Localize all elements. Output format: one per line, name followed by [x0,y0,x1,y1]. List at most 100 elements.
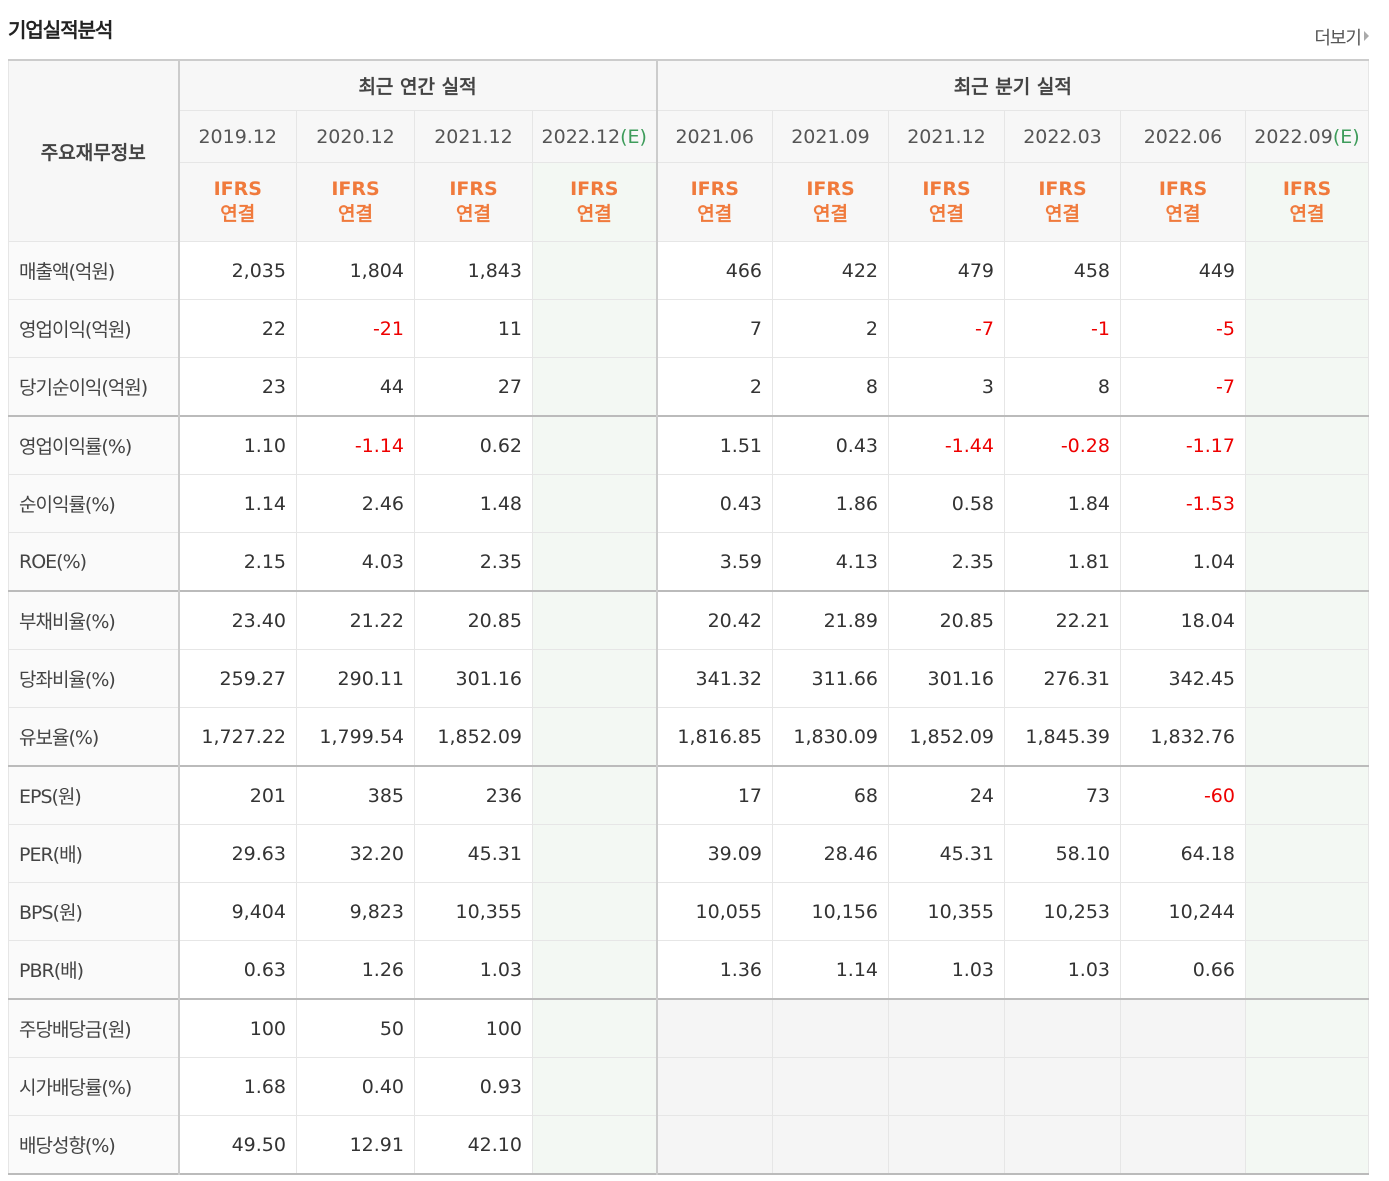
value-cell: 2 [655,357,773,417]
period-date: 2020.12 [316,125,395,148]
value-cell: 1,816.85 [655,707,773,767]
value-cell: 1,843 [414,241,533,300]
basis-text: IFRS [922,178,971,200]
row-label: ROE(%) [8,532,179,592]
row-label: 주당배당금(원) [8,998,179,1058]
row-label: 당기순이익(억원) [8,357,179,417]
value-cell [1004,998,1121,1058]
value-cell: 32.20 [296,824,415,883]
value-cell [532,998,657,1058]
value-cell: 10,253 [1004,882,1121,941]
value-cell: 2,035 [177,241,297,300]
row-label: BPS(원) [8,882,179,941]
value-cell [1245,590,1369,650]
value-cell: 2.35 [888,532,1005,592]
more-arrow[interactable] [1364,31,1369,41]
value-cell: 290.11 [296,649,415,708]
value-cell: 45.31 [414,824,533,883]
corner-header: 주요재무정보 [8,59,179,242]
value-cell [888,998,1005,1058]
value-cell: 27 [414,357,533,417]
basis-header: IFRS 연결 [296,162,415,242]
value-cell: 18.04 [1120,590,1246,650]
basis-text: IFRS [213,178,262,200]
value-cell: 39.09 [655,824,773,883]
value-cell: 2.35 [414,532,533,592]
value-cell [532,299,657,358]
value-cell [1245,824,1369,883]
value-cell: 0.43 [655,474,773,533]
value-cell: 22 [177,299,297,358]
value-cell: -7 [1120,357,1246,417]
group-header: 최근 분기 실적 [655,59,1369,111]
basis-text: 연결 [1045,203,1080,225]
data-row: EPS(원) 201 385 236 17 68 24 73 -60 [8,765,1369,825]
value-cell: 58.10 [1004,824,1121,883]
value-cell: 20.85 [888,590,1005,650]
value-cell [1245,707,1369,767]
value-cell: 1.36 [655,940,773,1000]
value-cell [532,532,657,592]
row-label: PER(배) [8,824,179,883]
more-link[interactable]: 더보기 [1314,28,1362,49]
data-row: 매출액(억원) 2,035 1,804 1,843 466 422 479 458 449 [8,241,1369,300]
value-cell: 24 [888,765,1005,825]
value-cell: 17 [655,765,773,825]
value-cell: 10,244 [1120,882,1246,941]
value-cell [532,474,657,533]
value-cell: 4.13 [772,532,889,592]
row-label: 순이익률(%) [8,474,179,533]
period-header: 2021.12 [414,110,533,163]
basis-header: IFRS 연결 [414,162,533,242]
value-cell: 8 [1004,357,1121,417]
value-cell: -1 [1004,299,1121,358]
row-label: 부채비율(%) [8,590,179,650]
basis-text: IFRS [1282,178,1332,200]
value-cell: 9,823 [296,882,415,941]
value-cell [1245,1115,1369,1175]
value-cell: 64.18 [1120,824,1246,883]
data-row: PER(배) 29.63 32.20 45.31 39.09 28.46 45.31 58.1… [8,824,1369,883]
value-cell: 385 [296,765,415,825]
group-header: 최근 연간 실적 [177,59,657,111]
value-cell [1120,998,1246,1058]
value-cell: 1.51 [655,415,773,475]
value-cell: 73 [1004,765,1121,825]
data-row: 유보율(%) 1,727.22 1,799.54 1,852.09 1,816.85 1,… [8,707,1369,767]
value-cell: 10,355 [888,882,1005,941]
basis-header: IFRS 연결 [655,162,773,242]
basis-header: IFRS 연결 [532,162,657,242]
data-row: PBR(배) 0.63 1.26 1.03 1.36 1.14 1.03 1.03 0.66 [8,940,1369,1000]
value-cell: 11 [414,299,533,358]
period-date: 2021.09 [791,125,870,148]
value-cell: 12.91 [296,1115,415,1175]
value-cell: 4.03 [296,532,415,592]
value-cell [532,1115,657,1175]
value-cell: 236 [414,765,533,825]
value-cell: 42.10 [414,1115,533,1175]
data-row: 시가배당률(%) 1.68 0.40 0.93 [8,1057,1369,1116]
value-cell [1245,474,1369,533]
value-cell: 479 [888,241,1005,300]
basis-text: IFRS [1158,178,1208,200]
value-cell: 21.89 [772,590,889,650]
row-label: PBR(배) [8,940,179,1000]
value-cell: 23 [177,357,297,417]
value-cell: 20.85 [414,590,533,650]
value-cell [1245,241,1369,300]
value-cell: 1.26 [296,940,415,1000]
value-cell: 1.10 [177,415,297,475]
data-row: 부채비율(%) 23.40 21.22 20.85 20.42 21.89 20.85 22.… [8,590,1369,650]
value-cell: 276.31 [1004,649,1121,708]
value-cell: 0.58 [888,474,1005,533]
value-cell: 342.45 [1120,649,1246,708]
value-cell: -1.53 [1120,474,1246,533]
value-cell: 0.66 [1120,940,1246,1000]
value-cell: 2 [772,299,889,358]
estimate-mark: (E) [1332,125,1360,148]
value-cell: 1,852.09 [414,707,533,767]
value-cell: 3.59 [655,532,773,592]
basis-header: IFRS 연결 [1004,162,1121,242]
value-cell: 22.21 [1004,590,1121,650]
value-cell: 100 [414,998,533,1058]
